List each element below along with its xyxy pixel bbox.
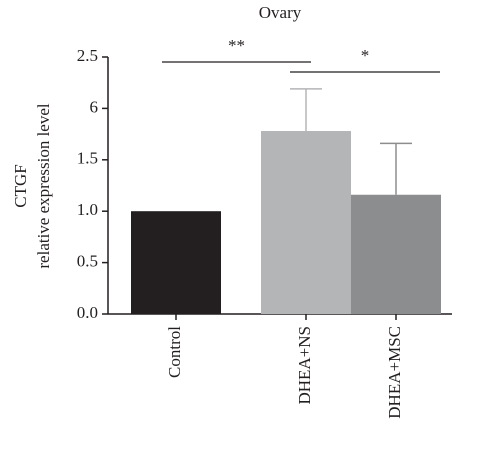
y-tick-label: 6 [90, 97, 99, 116]
y-tick-label: 0.0 [77, 303, 98, 322]
y-axis-label: CTGF [11, 164, 30, 207]
x-tick-label: Control [165, 326, 184, 378]
y-tick-label: 1.0 [77, 200, 98, 219]
significance-label: * [361, 46, 370, 65]
significance-label: ** [228, 36, 245, 55]
x-tick-label: DHEA+MSC [385, 326, 404, 419]
y-axis-label: relative expression level [34, 103, 53, 268]
x-tick-label: DHEA+NS [295, 326, 314, 405]
y-tick-label: 1.5 [77, 149, 98, 168]
y-tick-label: 0.5 [77, 252, 98, 271]
bar [351, 194, 441, 314]
chart-title: Ovary [259, 3, 302, 22]
bar [131, 211, 221, 314]
bar [261, 131, 351, 314]
y-tick-label: 2.5 [77, 46, 98, 65]
